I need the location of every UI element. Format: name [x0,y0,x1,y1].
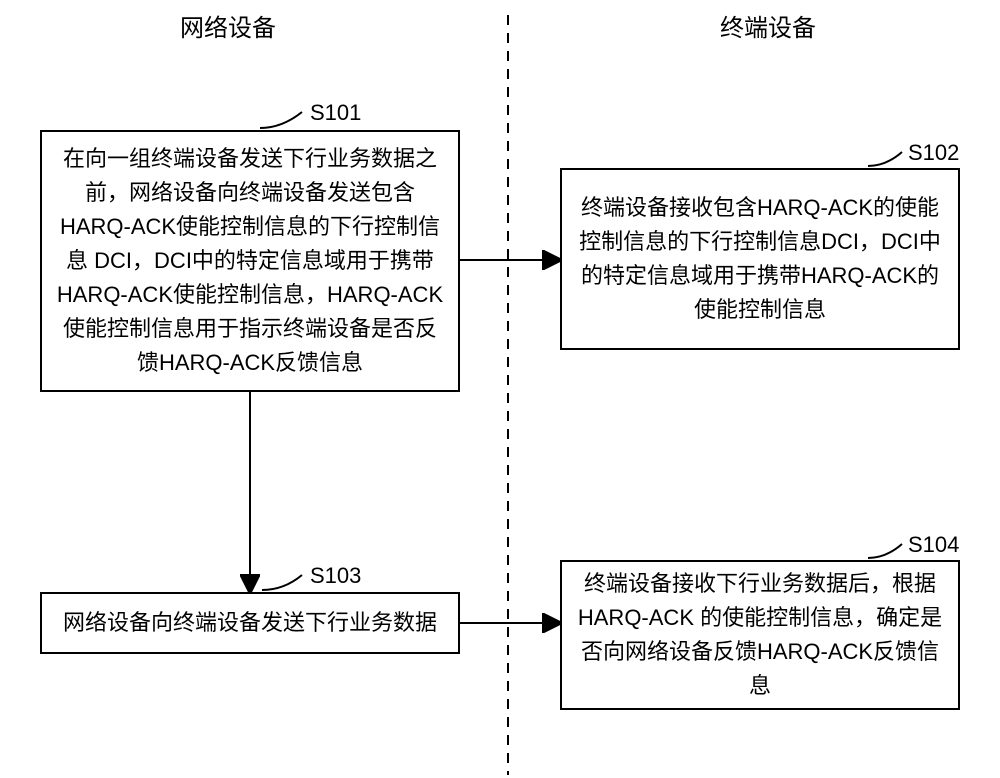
diagram-canvas: 网络设备 终端设备 在向一组终端设备发送下行业务数据之前，网络设备向终端设备发送… [0,0,1000,778]
edge-s103-s104 [0,0,1000,778]
